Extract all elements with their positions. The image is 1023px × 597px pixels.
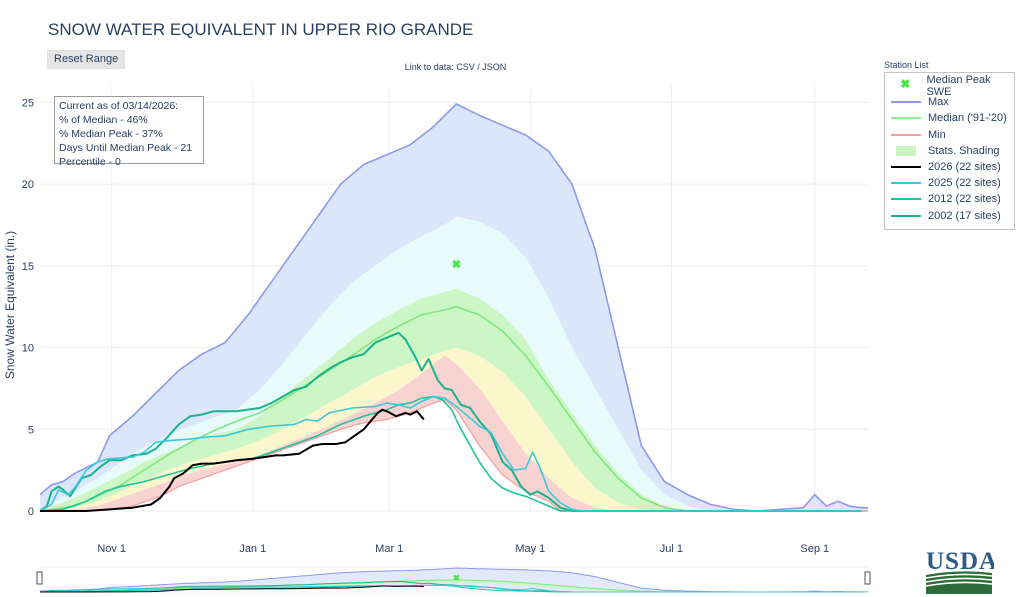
legend-item[interactable]: Max	[885, 94, 1014, 110]
legend-swatch	[891, 178, 921, 188]
legend-label: 2002 (17 sites)	[928, 209, 1001, 222]
band-p70-p30	[40, 288, 868, 511]
usda-logo: USDA	[925, 548, 994, 594]
y-tick-label: 25	[22, 97, 34, 109]
legend-item[interactable]: Median ('91-'20)	[885, 110, 1014, 126]
legend-item[interactable]: 2012 (22 sites)	[885, 191, 1014, 207]
y-tick-label: 20	[22, 179, 34, 191]
status-current: Current as of 03/14/2026:	[59, 100, 179, 112]
range-slider-handle[interactable]	[864, 571, 871, 585]
band-p10-min	[40, 355, 868, 511]
series-line	[40, 408, 425, 512]
range-series-line	[39, 584, 862, 593]
x-tick-label: Jul 1	[660, 543, 683, 555]
legend-item[interactable]: 2026 (22 sites)	[885, 159, 1014, 175]
status-box: Current as of 03/14/2026: % of Median - …	[54, 96, 204, 168]
status-days-until-peak: Days Until Median Peak - 21	[59, 142, 193, 154]
legend-label: Min	[928, 128, 946, 141]
x-tick-label: Sep 1	[800, 543, 829, 555]
usda-logo-text: USDA	[926, 548, 994, 575]
legend-swatch	[891, 162, 921, 172]
chart-title: SNOW WATER EQUIVALENT IN UPPER RIO GRAND…	[48, 20, 474, 39]
range-median-peak-point: ✖	[453, 573, 460, 582]
max-line	[39, 103, 868, 512]
legend-swatch	[891, 211, 921, 221]
y-axis-label: Snow Water Equivalent (in.)	[3, 230, 17, 380]
legend-item[interactable]: 2002 (17 sites)	[885, 208, 1014, 224]
status-percentile: Percentile - 0	[59, 156, 121, 168]
reset-range-button[interactable]: Reset Range	[47, 50, 126, 69]
legend-label: 2025 (22 sites)	[928, 177, 1001, 190]
legend-swatch	[891, 130, 921, 140]
x-tick-label: Jan 1	[239, 543, 266, 555]
legend-item[interactable]: Stats. Shading	[885, 143, 1014, 159]
band-max-p90	[40, 104, 868, 511]
series-line	[39, 331, 862, 512]
legend-item[interactable]: ✖ Median Peak SWE	[885, 74, 1014, 98]
median-peak-point: ✖	[452, 259, 461, 271]
legend-swatch: ✖	[900, 77, 911, 92]
median-peak-marker: ✖	[452, 259, 461, 271]
legend-swatch	[891, 145, 921, 156]
y-tick-label: 15	[22, 261, 34, 273]
band-p90-p70	[40, 216, 868, 512]
series-line	[39, 395, 862, 512]
legend-item[interactable]: Min	[885, 127, 1014, 143]
legend-label: Stats. Shading	[928, 144, 1000, 157]
band-p30-p10	[40, 347, 868, 511]
legend-swatch	[891, 97, 921, 107]
station-list-title: Station List	[884, 60, 929, 70]
series-lines	[39, 103, 868, 512]
y-tick-label: 0	[28, 506, 34, 518]
x-tick-label: May 1	[515, 543, 545, 555]
x-tick-label: Mar 1	[375, 543, 403, 555]
legend-swatch	[891, 113, 921, 123]
legend-label: 2026 (22 sites)	[928, 161, 1001, 174]
x-tick-label: Nov 1	[97, 543, 126, 555]
legend-label: Median ('91-'20)	[928, 112, 1007, 125]
y-tick-label: 10	[22, 343, 34, 355]
status-pct-median: % of Median - 46%	[59, 114, 148, 126]
series-line	[39, 395, 862, 512]
axes: 0 5 10 15 20 25 Nov 1 Jan 1 Mar 1 May 1 Jul 1 Sep 1	[22, 97, 829, 555]
legend-item[interactable]: 2025 (22 sites)	[885, 175, 1014, 191]
status-pct-median-peak: % Median Peak - 37%	[59, 128, 163, 140]
data-link[interactable]: Link to data: CSV / JSON	[404, 62, 507, 72]
range-series-line	[40, 585, 424, 593]
y-tick-label: 5	[28, 424, 34, 436]
legend: ✖ Median Peak SWE Max Median ('91-'20) Min St…	[884, 72, 1015, 230]
legend-label: Median Peak SWE	[926, 74, 991, 99]
stats-shading	[40, 104, 868, 512]
legend-swatch	[891, 194, 921, 204]
legend-label: 2012 (22 sites)	[928, 193, 1001, 206]
range-slider-handle[interactable]	[36, 571, 43, 585]
range-slider[interactable]: ✖	[36, 566, 871, 593]
legend-label: Max	[928, 96, 949, 109]
